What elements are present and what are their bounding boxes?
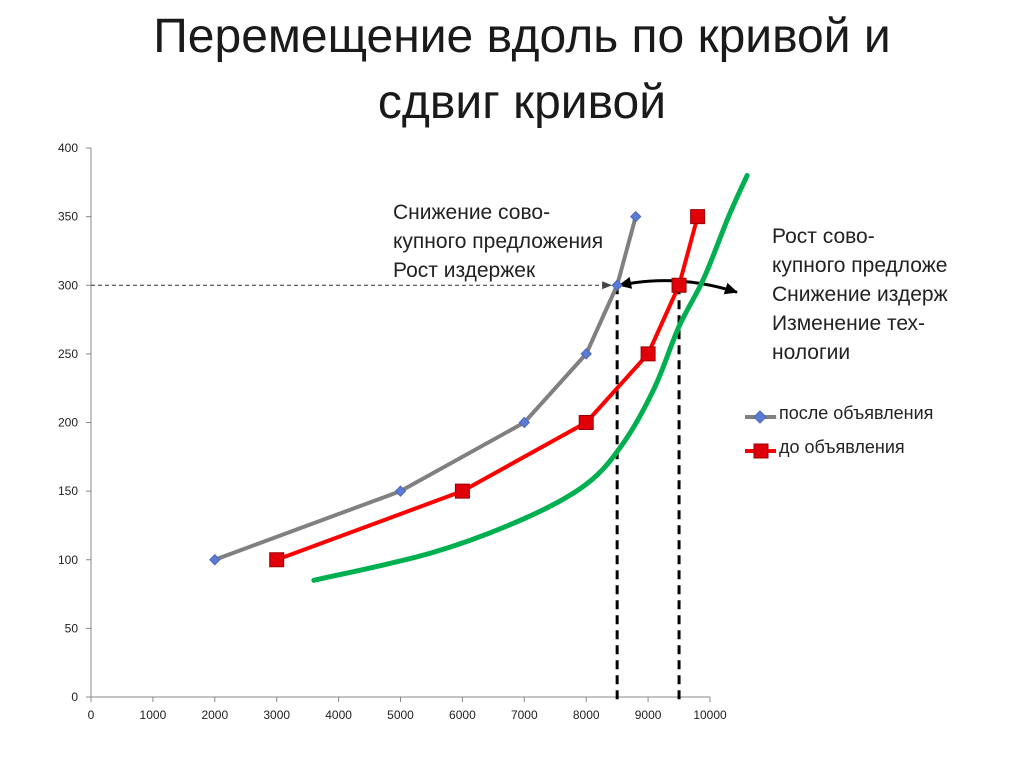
x-tick-label: 7000 <box>511 708 538 722</box>
y-tick-label: 0 <box>71 690 78 704</box>
y-tick-label: 300 <box>58 278 78 292</box>
y-tick-label: 350 <box>58 210 78 224</box>
slide-title: Перемещение вдоль по кривой и сдвиг крив… <box>0 4 1024 136</box>
x-tick-label: 9000 <box>635 708 662 722</box>
y-tick-label: 150 <box>58 484 78 498</box>
after-point <box>630 210 642 223</box>
legend-swatch-before <box>745 443 776 459</box>
before-point <box>671 277 687 293</box>
series-after-line <box>214 216 638 562</box>
annotation-right-line: нологии <box>772 341 851 364</box>
x-tick-label: 5000 <box>387 708 414 722</box>
annotation-left-line: Снижение сово- <box>393 201 551 224</box>
x-tick-label: 8000 <box>573 708 600 722</box>
after-point <box>518 416 531 429</box>
annotation-left: Снижение сово- купного предложения Рост … <box>393 198 603 285</box>
x-tick-label: 10000 <box>693 708 727 722</box>
reference-lines <box>91 276 738 700</box>
after-point <box>580 348 592 360</box>
annotation-left-line: Рост издержек <box>393 259 536 282</box>
before-point <box>640 346 656 362</box>
x-tick-label: 3000 <box>263 708 290 722</box>
after-point <box>394 485 407 497</box>
shifted-curve-line <box>311 172 750 583</box>
x-tick-label: 1000 <box>140 708 167 722</box>
annotation-right: Рост сово- купного предложе Снижение изд… <box>772 222 1024 367</box>
y-tick-label: 50 <box>65 621 79 635</box>
before-point <box>454 483 470 499</box>
before-point <box>578 415 594 430</box>
series-before-line <box>276 216 700 562</box>
axes <box>86 147 711 702</box>
before-point <box>269 552 285 568</box>
title-line-1: Перемещение вдоль по кривой и <box>153 10 891 63</box>
annotation-right-line: купного предложе <box>772 254 948 277</box>
y-tick-label: 200 <box>58 416 78 430</box>
y-tick-label: 250 <box>58 347 78 361</box>
before-point <box>690 209 706 225</box>
annotation-right-line: Рост сово- <box>772 225 875 248</box>
series-markers <box>209 209 706 568</box>
after-point <box>209 554 221 566</box>
annotation-left-line: купного предложения <box>393 230 604 253</box>
legend-label-before: до объявления <box>779 437 905 457</box>
x-tick-label: 2000 <box>201 708 228 722</box>
y-tick-label: 100 <box>58 553 78 567</box>
series-lines <box>214 172 750 583</box>
title-line-2: сдвиг кривой <box>377 76 667 130</box>
legend-label-after: после объявления <box>779 403 934 423</box>
after-point <box>611 279 623 291</box>
y-tick-label: 400 <box>58 141 78 155</box>
x-tick-label: 4000 <box>325 708 352 722</box>
annotation-right-line: Снижение издерж <box>772 283 948 306</box>
annotation-right-line: Изменение тех- <box>772 312 926 335</box>
x-tick-label: 6000 <box>449 708 476 722</box>
legend-swatch-after <box>745 410 776 424</box>
x-tick-label: 0 <box>88 708 95 722</box>
